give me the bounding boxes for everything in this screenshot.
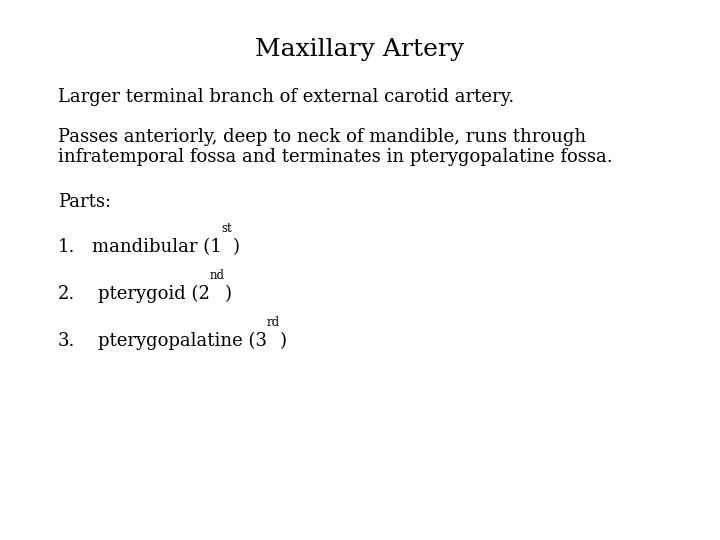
Text: pterygopalatine (3: pterygopalatine (3	[98, 332, 267, 350]
Text: st: st	[222, 222, 233, 235]
Text: rd: rd	[267, 316, 280, 329]
Text: pterygoid (2: pterygoid (2	[98, 285, 210, 303]
Text: infratemporal fossa and terminates in pterygopalatine fossa.: infratemporal fossa and terminates in pt…	[58, 148, 613, 166]
Text: mandibular (1: mandibular (1	[92, 238, 222, 256]
Text: Parts:: Parts:	[58, 193, 111, 211]
Text: 3.: 3.	[58, 332, 76, 350]
Text: 2.: 2.	[58, 285, 76, 303]
Text: 1.: 1.	[58, 238, 76, 256]
Text: nd: nd	[210, 269, 225, 282]
Text: rd: rd	[267, 316, 280, 329]
Text: ): )	[233, 238, 239, 256]
Text: ): )	[280, 332, 287, 350]
Text: Larger terminal branch of external carotid artery.: Larger terminal branch of external carot…	[58, 88, 514, 106]
Text: Passes anteriorly, deep to neck of mandible, runs through: Passes anteriorly, deep to neck of mandi…	[58, 128, 586, 146]
Text: ): )	[225, 285, 232, 303]
Text: st: st	[222, 222, 233, 235]
Text: Maxillary Artery: Maxillary Artery	[256, 38, 464, 61]
Text: nd: nd	[210, 269, 225, 282]
